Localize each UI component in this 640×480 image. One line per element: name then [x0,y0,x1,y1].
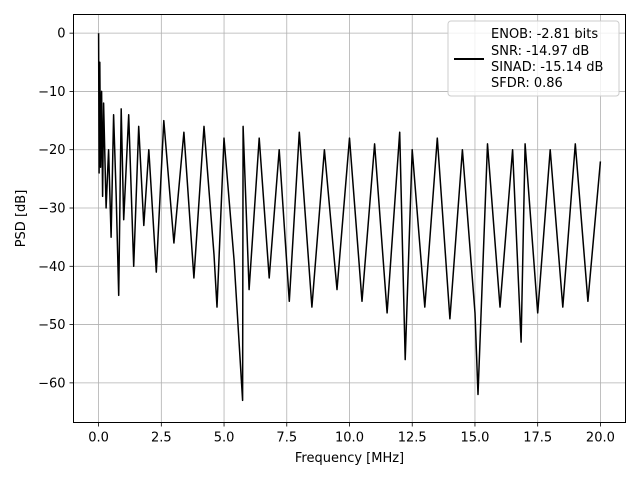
x-axis-title: Frequency [MHz] [295,451,404,466]
x-tick-label: 17.5 [523,431,552,446]
y-tick-label: −20 [38,143,65,158]
legend-entry-enob: ENOB: -2.81 bits [491,27,598,42]
y-tick-label: −40 [38,260,65,275]
legend-entry-sinad: SINAD: -15.14 dB [491,60,603,75]
legend-entry-sfdr: SFDR: 0.86 [491,76,563,91]
y-tick-label: −50 [38,318,65,333]
y-axis: 0 −10 −20 −30 −40 −50 −60 [38,27,74,391]
legend-box [447,20,620,97]
series-layer [97,33,602,402]
legend: ENOB: -2.81 bits SNR: -14.97 dB SINAD: -… [447,20,620,97]
y-axis-title: PSD [dB] [14,190,29,248]
x-tick-label: 15.0 [460,431,489,446]
x-tick-label: 7.5 [276,431,297,446]
y-tick-label: −10 [38,85,65,100]
x-tick-label: 12.5 [398,431,427,446]
x-tick-label: 10.0 [335,431,364,446]
legend-entry-snr: SNR: -14.97 dB [491,44,589,59]
x-tick-label: 20.0 [586,431,615,446]
y-tick-label: −60 [38,376,65,391]
y-tick-label: 0 [57,27,65,42]
x-tick-label: 5.0 [214,431,235,446]
x-tick-label: 0.0 [88,431,109,446]
y-tick-label: −30 [38,202,65,217]
psd-series-line [97,33,602,402]
x-axis: 0.0 2.5 5.0 7.5 10.0 12.5 15.0 17.5 20.0 [88,422,615,446]
x-tick-label: 2.5 [151,431,172,446]
